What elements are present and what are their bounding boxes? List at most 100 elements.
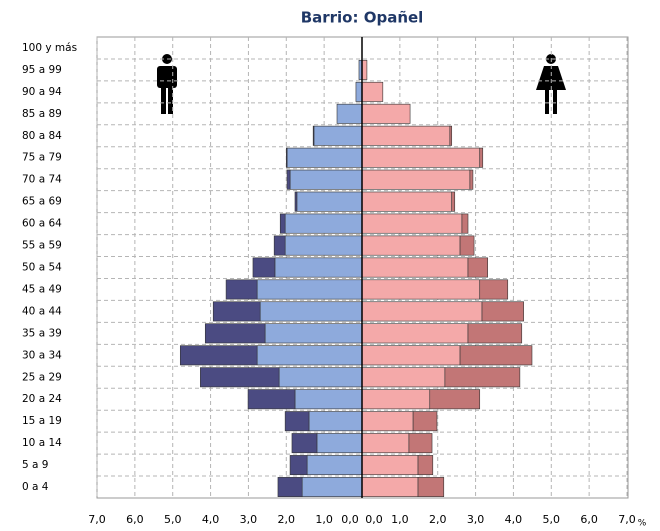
x-tick-label: 3,0 [467, 513, 485, 526]
bar [256, 345, 363, 366]
bar [417, 477, 445, 497]
x-tick-label: 2,0 [429, 513, 447, 526]
bar [361, 389, 431, 410]
bar [361, 81, 384, 102]
y-tick-label: 75 a 79 [22, 152, 62, 164]
x-tick-label: 1,0 [391, 513, 409, 526]
bar [461, 213, 469, 234]
bar [361, 191, 453, 212]
bar [361, 279, 481, 300]
bar [361, 455, 419, 476]
y-tick-label: 65 a 69 [22, 196, 62, 208]
x-tick-label: 3,0 [240, 513, 258, 526]
x-tick-label: 7,0 [618, 513, 636, 526]
bar [294, 389, 363, 410]
y-tick-label: 35 a 39 [22, 327, 62, 339]
bar [429, 389, 481, 410]
female-icon [536, 54, 566, 114]
bar [279, 213, 286, 234]
bar [361, 411, 414, 432]
bar [274, 257, 363, 278]
bar [278, 367, 363, 388]
y-tick-label: 70 a 74 [22, 174, 62, 186]
bar [247, 389, 296, 410]
bar [449, 125, 453, 146]
bar [284, 411, 310, 432]
bar [361, 147, 481, 168]
bar [451, 191, 456, 212]
bar [361, 125, 451, 146]
bar [361, 235, 461, 256]
y-tick-label: 0 a 4 [22, 481, 49, 493]
bar [361, 257, 469, 278]
x-tick-label: 6,0 [580, 513, 598, 526]
bar [361, 433, 410, 454]
bar [301, 477, 363, 497]
y-tick-label: 95 a 99 [22, 64, 62, 76]
bar [284, 213, 363, 234]
bar [284, 235, 363, 256]
y-tick-label: 45 a 49 [22, 283, 62, 295]
bar [467, 257, 488, 278]
bar [252, 257, 276, 278]
bar [308, 411, 363, 432]
x-unit: % [638, 519, 647, 529]
x-tick-label: 1,0 [315, 513, 333, 526]
x-tick-label: 5,0 [164, 513, 182, 526]
bar [361, 345, 461, 366]
x-tick-label: 0,0 [341, 513, 359, 526]
bar [225, 279, 258, 300]
y-tick-label: 80 a 84 [22, 130, 62, 142]
bar [306, 455, 363, 476]
bar [289, 169, 363, 190]
bar [361, 103, 411, 124]
bar [444, 367, 521, 388]
y-tick-label: 85 a 89 [22, 108, 62, 120]
y-tick-label: 50 a 54 [22, 262, 62, 274]
y-tick-label: 15 a 19 [22, 415, 62, 427]
bar [361, 301, 483, 322]
y-tick-label: 55 a 59 [22, 240, 62, 252]
y-tick-label: 60 a 64 [22, 218, 62, 230]
x-tick-label: 4,0 [505, 513, 523, 526]
bar [212, 301, 261, 322]
bar [312, 125, 315, 146]
male-icon [157, 54, 177, 114]
bar [294, 191, 298, 212]
x-tick-label: 2,0 [278, 513, 296, 526]
bar [361, 213, 463, 234]
bar [459, 235, 475, 256]
bar [481, 301, 524, 322]
bar [273, 235, 286, 256]
bar [296, 191, 363, 212]
bar [336, 103, 363, 124]
bar [361, 477, 419, 497]
bar [479, 147, 484, 168]
y-tick-label: 100 y más [22, 42, 77, 54]
bar [200, 367, 280, 388]
bar [361, 323, 469, 344]
x-tick-label: 0,0 [365, 513, 383, 526]
bar [412, 411, 438, 432]
bar [361, 367, 446, 388]
bar [277, 477, 303, 497]
bar [285, 147, 288, 168]
bar [291, 433, 318, 454]
bar [417, 455, 434, 476]
y-tick-label: 5 a 9 [22, 459, 48, 471]
bar [355, 81, 363, 102]
x-tick-label: 4,0 [202, 513, 220, 526]
bar [204, 323, 266, 344]
x-tick-label: 7,0 [88, 513, 106, 526]
bar [467, 323, 523, 344]
y-tick-label: 30 a 34 [22, 349, 62, 361]
y-tick-label: 25 a 29 [22, 371, 62, 383]
bar [286, 147, 363, 168]
bar [256, 279, 363, 300]
bar [264, 323, 363, 344]
y-tick-label: 10 a 14 [22, 437, 62, 449]
bar [469, 169, 474, 190]
bar [459, 345, 533, 366]
bar [316, 433, 363, 454]
